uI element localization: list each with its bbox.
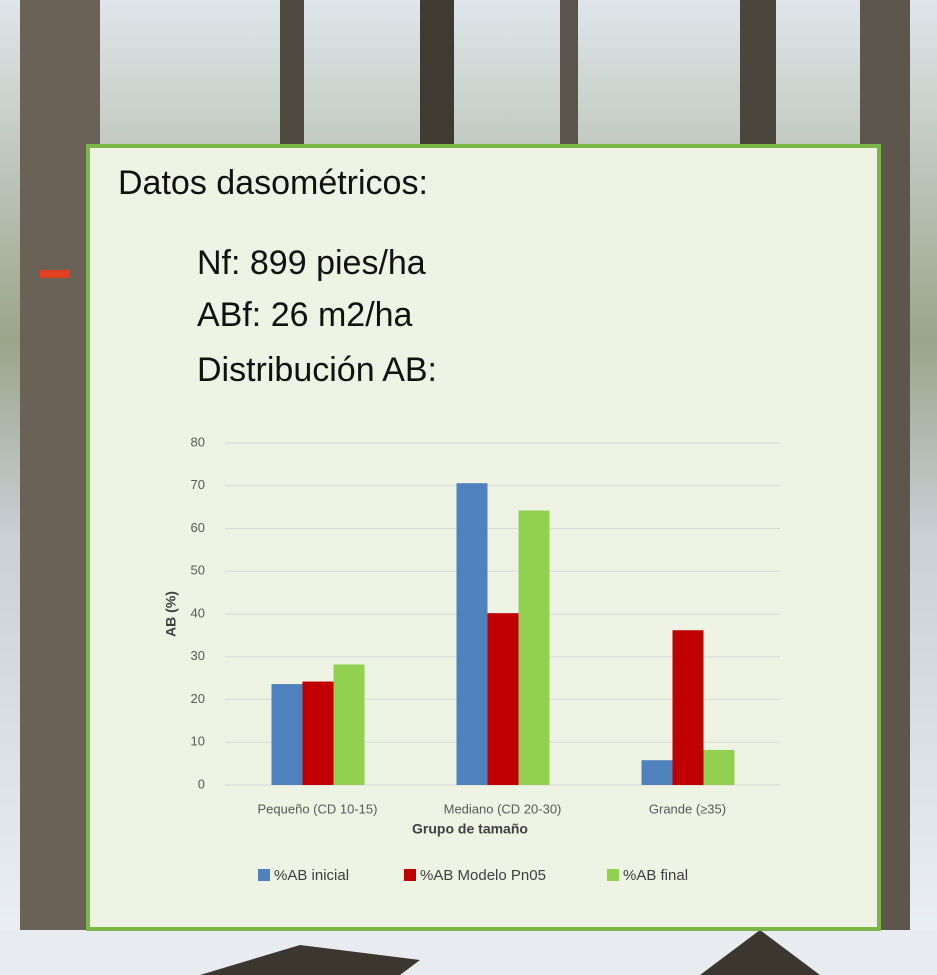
legend-swatch [404,869,416,881]
y-tick-label: 40 [191,605,205,620]
y-axis-title: AB (%) [163,591,179,637]
y-tick-label: 0 [198,776,205,791]
bar [518,510,550,785]
legend-label: %AB final [623,867,688,884]
y-tick-label: 30 [191,648,205,663]
bar [703,749,735,785]
bar [456,483,488,785]
x-tick-label: Mediano (CD 20-30) [444,801,562,816]
info-line: Nf: 899 pies/ha [197,244,426,282]
y-tick-label: 70 [191,477,205,492]
x-tick-label: Grande (≥35) [649,801,726,816]
y-tick-label: 80 [191,434,205,449]
bar [271,684,303,785]
bar [672,630,704,785]
legend-label: %AB Modelo Pn05 [420,867,546,884]
legend-label: %AB inicial [274,867,349,884]
bar [487,613,519,785]
bar [333,664,365,785]
y-tick-label: 60 [191,520,205,535]
y-tick-label: 10 [191,734,205,749]
legend-swatch [258,869,270,881]
info-line: Distribución AB: [197,351,437,389]
y-tick-label: 20 [191,691,205,706]
legend-swatch [607,869,619,881]
bar [302,681,334,785]
heading: Datos dasométricos: [118,164,428,202]
bar [641,760,673,785]
x-tick-label: Pequeño (CD 10-15) [258,801,378,816]
x-axis-title: Grupo de tamaño [412,821,528,837]
y-tick-label: 50 [191,563,205,578]
info-line: ABf: 26 m2/ha [197,296,413,334]
